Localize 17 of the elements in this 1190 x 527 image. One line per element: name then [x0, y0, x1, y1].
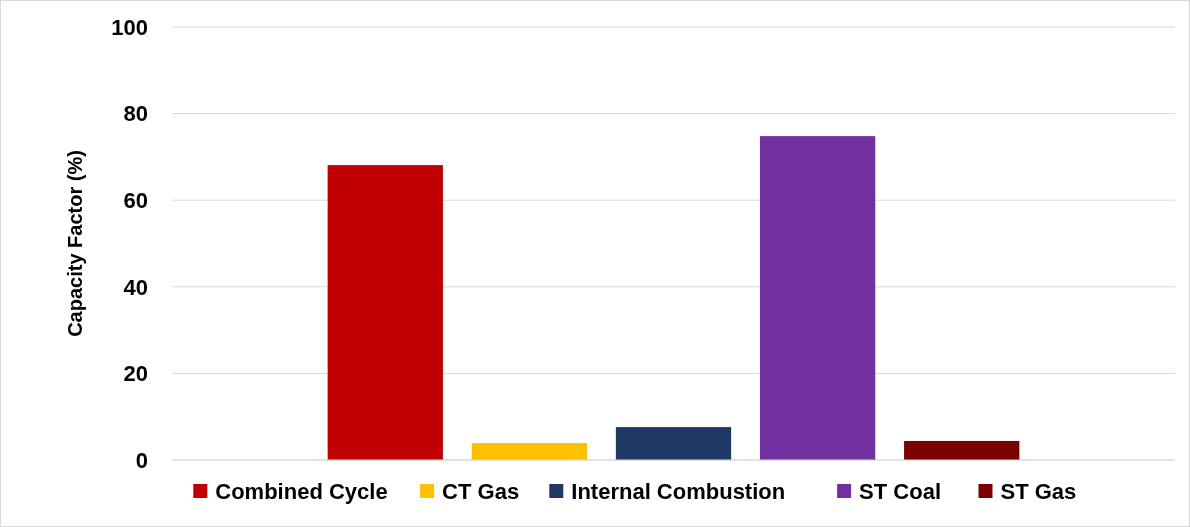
y-axis-title: Capacity Factor (%) — [64, 150, 86, 337]
bar — [327, 165, 443, 460]
legend-label: ST Coal — [859, 478, 942, 504]
y-tick-label: 80 — [123, 101, 148, 127]
bar — [904, 440, 1020, 460]
legend-label: ST Gas — [1000, 478, 1077, 504]
y-tick-label: 0 — [135, 447, 148, 473]
y-tick-label: 20 — [123, 361, 148, 387]
legend-label: Combined Cycle — [215, 478, 388, 504]
legend-label: Internal Combustion — [571, 478, 786, 504]
bar — [471, 443, 588, 460]
bar — [759, 136, 876, 460]
y-tick-label: 100 — [111, 14, 148, 40]
y-tick-label: 60 — [123, 187, 148, 213]
legend-label: CT Gas — [442, 478, 520, 504]
bar — [615, 427, 732, 460]
y-tick-label: 40 — [123, 274, 148, 300]
